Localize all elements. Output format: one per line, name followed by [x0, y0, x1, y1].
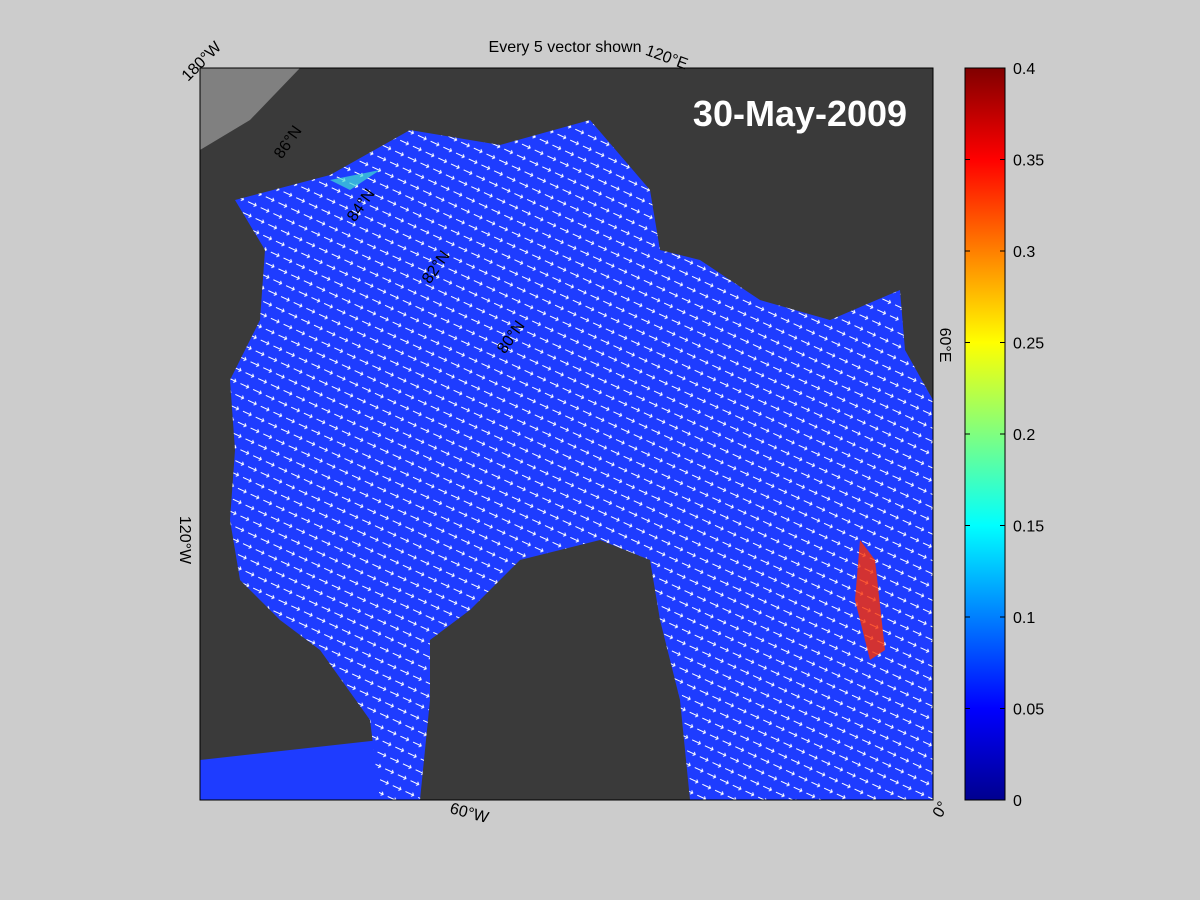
- colorbar-tick-label: 0.3: [1013, 244, 1035, 261]
- axes-box: [199, 67, 934, 801]
- colorbar-tick-label: 0.35: [1013, 153, 1044, 170]
- colorbar-tick-label: 0.05: [1013, 702, 1044, 719]
- drift-vectors: [230, 120, 933, 800]
- colorbar: [964, 67, 1006, 801]
- colorbar-tick-label: 0.4: [1013, 61, 1035, 78]
- ocean: [200, 740, 380, 800]
- colorbar-tick-label: 0.25: [1013, 336, 1044, 353]
- lon-label: 60°E: [936, 328, 953, 363]
- date-label: 30-May-2009: [693, 93, 907, 134]
- colorbar-tick-label: 0.15: [1013, 519, 1044, 536]
- lon-label: 120°W: [176, 516, 193, 565]
- outside-grid: [200, 68, 300, 150]
- lon-label: 0°: [930, 799, 952, 821]
- high-drift: [330, 170, 380, 190]
- high-drift: [855, 540, 885, 660]
- colorbar-tick-label: 0.1: [1013, 610, 1035, 627]
- colorbar-tick-label: 0: [1013, 793, 1022, 810]
- map: [200, 68, 933, 800]
- colorbar-tick-label: 0.2: [1013, 427, 1035, 444]
- title: Every 5 vector shown: [489, 39, 642, 56]
